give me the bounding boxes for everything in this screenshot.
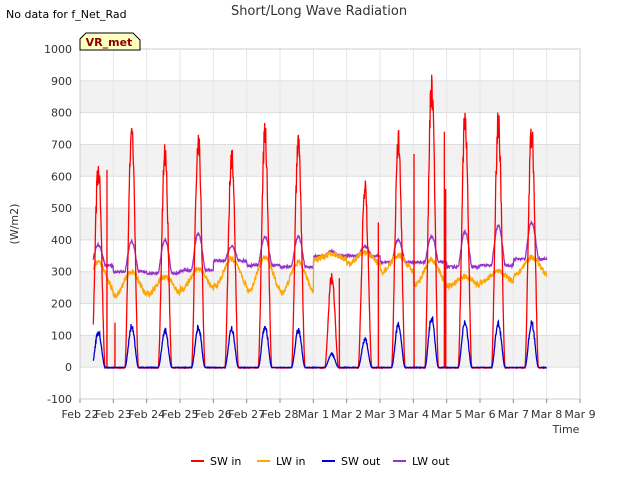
legend-label: SW out — [341, 455, 381, 468]
x-tick-label: Feb 22 — [62, 408, 99, 421]
x-tick-label: Mar 4 — [398, 408, 429, 421]
x-tick-label: Feb 26 — [195, 408, 232, 421]
legend-item-sw-out: SW out — [322, 455, 381, 468]
vr-met-badge: VR_met — [79, 32, 141, 51]
series-line-sw-out — [92, 316, 547, 370]
legend-item-lw-out: LW out — [393, 455, 450, 468]
badge-label: VR_met — [86, 36, 133, 49]
grid-band — [80, 208, 580, 240]
grid-band — [80, 335, 580, 368]
y-tick-label: 800 — [51, 107, 72, 120]
legend: SW in LW in SW out LW out — [191, 455, 450, 468]
x-tick-label: Mar 9 — [564, 408, 595, 421]
x-tick-label: Mar 6 — [464, 408, 495, 421]
grid-band — [80, 144, 580, 177]
y-tick-label: 100 — [51, 329, 72, 342]
x-tick-label: Feb 24 — [128, 408, 165, 421]
x-tick-label: Feb 25 — [162, 408, 199, 421]
legend-label: LW in — [276, 455, 306, 468]
y-axis-label: (W/m2) — [8, 204, 21, 245]
y-tick-label: 200 — [51, 298, 72, 311]
grid-bands — [80, 80, 580, 368]
series-lines — [92, 74, 548, 370]
legend-label: SW in — [210, 455, 241, 468]
legend-item-sw-in: SW in — [191, 455, 241, 468]
chart-title: Short/Long Wave Radiation — [231, 4, 407, 19]
x-tick-label: Feb 27 — [228, 408, 265, 421]
y-tick-label: 900 — [51, 75, 72, 88]
legend-label: LW out — [412, 455, 450, 468]
y-tick-label: 700 — [51, 138, 72, 151]
x-tick-label: Mar 8 — [531, 408, 562, 421]
nodata-text: No data for f_Net_Rad — [6, 8, 127, 21]
y-tick-label: -100 — [47, 393, 72, 406]
x-tick-label: Mar 5 — [431, 408, 462, 421]
x-tick-label: Mar 2 — [331, 408, 362, 421]
x-tick-label: Feb 23 — [95, 408, 132, 421]
y-tick-label: 1000 — [44, 43, 72, 56]
y-tick-label: 300 — [51, 266, 72, 279]
y-tick-label: 0 — [65, 361, 72, 374]
x-tick-label: Feb 28 — [262, 408, 299, 421]
plot-frame — [79, 48, 581, 400]
y-tick-label: 400 — [51, 234, 72, 247]
y-tick-labels: -100 0 100 200 300 400 500 600 700 800 900 1000 — [44, 43, 72, 406]
x-axis-label: Time — [552, 423, 580, 436]
legend-item-lw-in: LW in — [257, 455, 306, 468]
plot-area — [79, 48, 581, 400]
y-tick-label: 600 — [51, 170, 72, 183]
x-tick-label: Mar 7 — [498, 408, 529, 421]
y-tick-label: 500 — [51, 202, 72, 215]
x-tick-label: Mar 1 — [298, 408, 329, 421]
badge-shape — [79, 32, 141, 51]
grid-band — [80, 80, 580, 113]
x-tick-label: Mar 3 — [364, 408, 395, 421]
